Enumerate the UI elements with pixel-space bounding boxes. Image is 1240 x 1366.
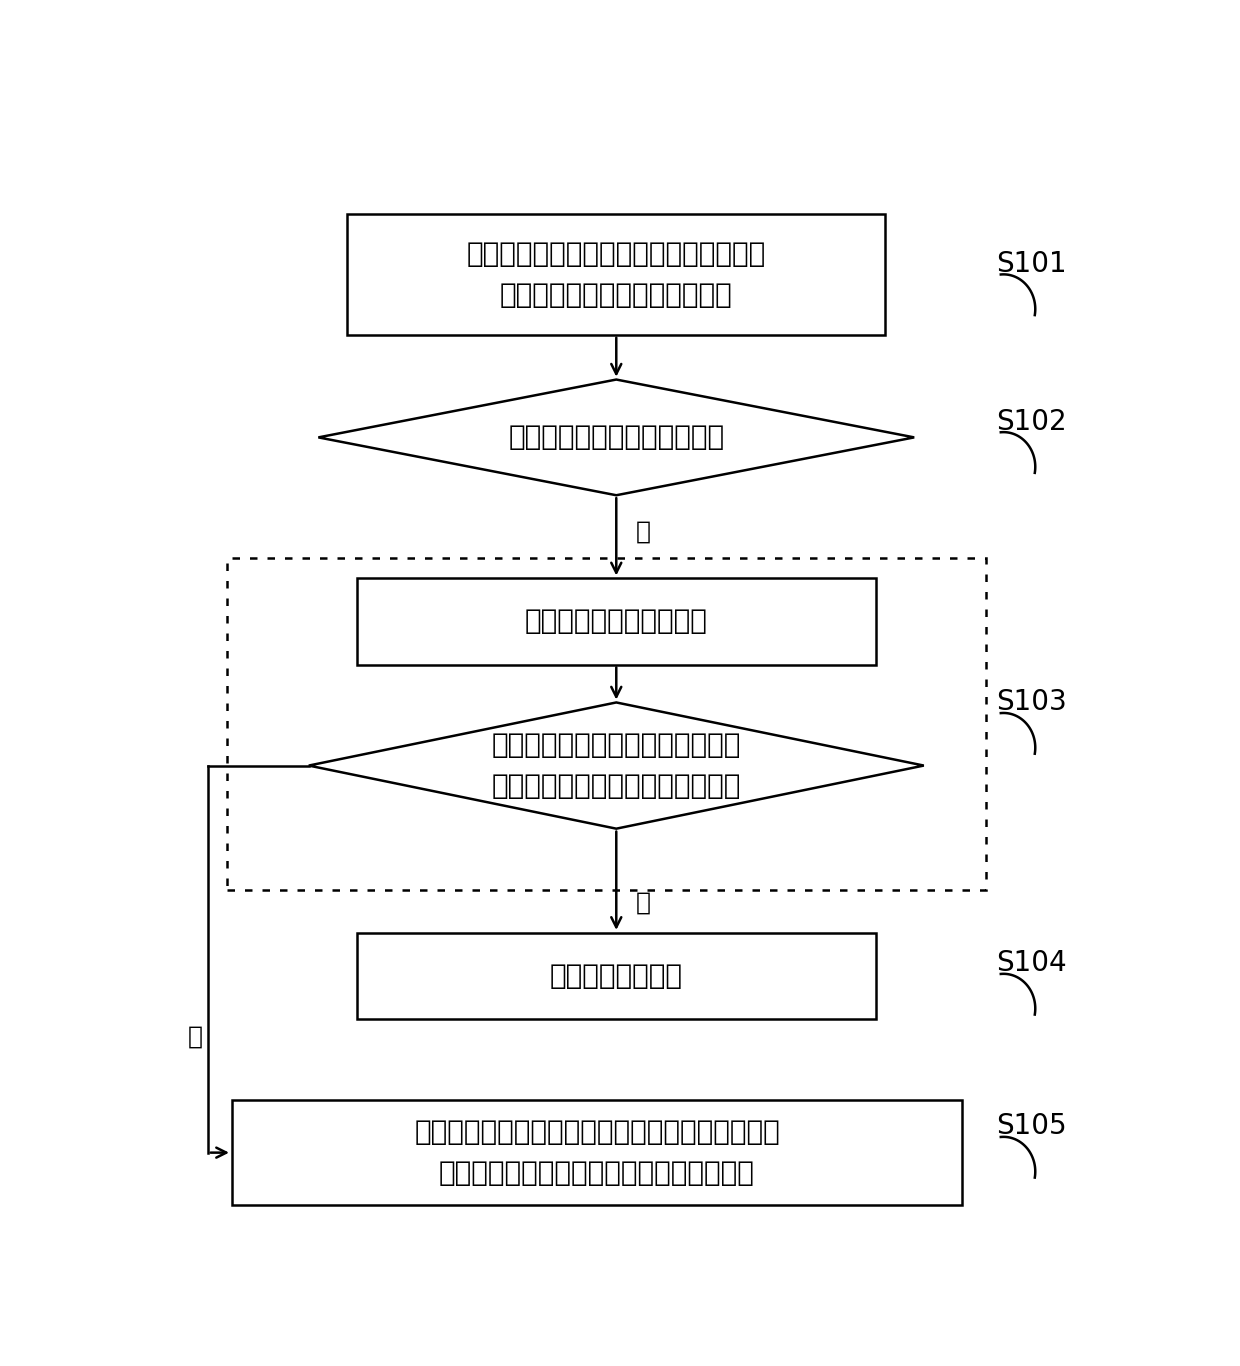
Polygon shape <box>319 380 914 496</box>
Text: S103: S103 <box>996 688 1066 716</box>
Bar <box>357 578 875 665</box>
Text: 判断压缩机的温度和室内蒸发器的
温度之间的温差是否大于预设温度: 判断压缩机的温度和室内蒸发器的 温度之间的温差是否大于预设温度 <box>491 731 742 800</box>
Text: S104: S104 <box>996 949 1066 977</box>
Text: 控制空调器转入化霜模式: 控制空调器转入化霜模式 <box>525 608 708 635</box>
Text: 是: 是 <box>635 891 651 914</box>
Polygon shape <box>309 702 924 829</box>
Text: 立即进行化霜操作: 立即进行化霜操作 <box>549 962 683 990</box>
Bar <box>232 1100 962 1205</box>
Text: S101: S101 <box>996 250 1066 277</box>
Bar <box>357 933 875 1019</box>
Text: 在空调器进行制热运行的过程中，检测室
内蒸发器的温度和压缩机的温度: 在空调器进行制热运行的过程中，检测室 内蒸发器的温度和压缩机的温度 <box>466 240 766 309</box>
Text: 是: 是 <box>635 520 651 544</box>
Text: S105: S105 <box>996 1112 1066 1141</box>
Text: 否: 否 <box>188 1024 203 1049</box>
Text: 判断空调器是否满足化霜条件: 判断空调器是否满足化霜条件 <box>508 423 724 451</box>
Text: 调整空调器的运行参数以增大温差，并当温差大于
预设温度时，延迟预定时间后进行化霜操作: 调整空调器的运行参数以增大温差，并当温差大于 预设温度时，延迟预定时间后进行化霜… <box>414 1117 780 1187</box>
Bar <box>347 214 885 335</box>
Text: S102: S102 <box>996 407 1066 436</box>
Bar <box>227 559 986 889</box>
